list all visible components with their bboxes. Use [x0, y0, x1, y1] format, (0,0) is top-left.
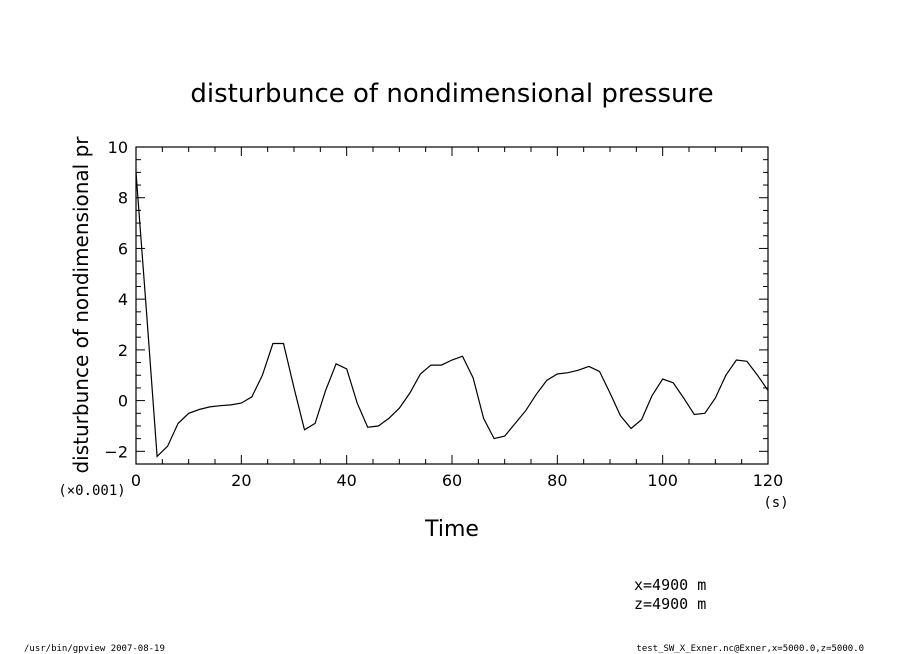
axis-ticks: [135, 146, 769, 465]
y-tick-label: 8: [118, 189, 128, 208]
x-tick-label: 120: [753, 471, 784, 490]
chart-title: disturbunce of nondimensional pressure: [190, 79, 713, 109]
x-tick-label: 40: [336, 471, 356, 490]
y-tick-label: 4: [118, 290, 128, 309]
info-x-position: x=4900 m: [634, 576, 706, 594]
x-tick-label: 100: [647, 471, 678, 490]
x-tick-labels: 0 20 40 60 80 100 120: [131, 471, 783, 490]
footer-left: /usr/bin/gpview 2007-08-19: [24, 644, 165, 654]
y-axis-label: disturbunce of nondimensional pr: [69, 136, 93, 474]
y-tick-labels: −2 0 2 4 6 8 10: [104, 138, 128, 461]
y-tick-label: 0: [118, 392, 128, 411]
x-axis-unit: (s): [763, 495, 788, 511]
x-axis-label: Time: [424, 517, 479, 542]
plot-frame: [135, 146, 769, 465]
x-tick-label: 0: [131, 471, 141, 490]
x-tick-label: 20: [231, 471, 251, 490]
x-tick-label: 80: [547, 471, 567, 490]
x-tick-label: 60: [442, 471, 462, 490]
y-tick-label: −2: [104, 442, 128, 461]
footer-right: test_SW_X_Exner.nc@Exner,x=5000.0,z=5000…: [636, 644, 864, 654]
y-axis-scale-label: (×0.001): [58, 483, 125, 499]
series-line: [135, 172, 769, 458]
y-tick-label: 10: [108, 138, 128, 157]
y-tick-label: 6: [118, 239, 128, 258]
info-z-position: z=4900 m: [634, 595, 706, 613]
y-tick-label: 2: [118, 341, 128, 360]
